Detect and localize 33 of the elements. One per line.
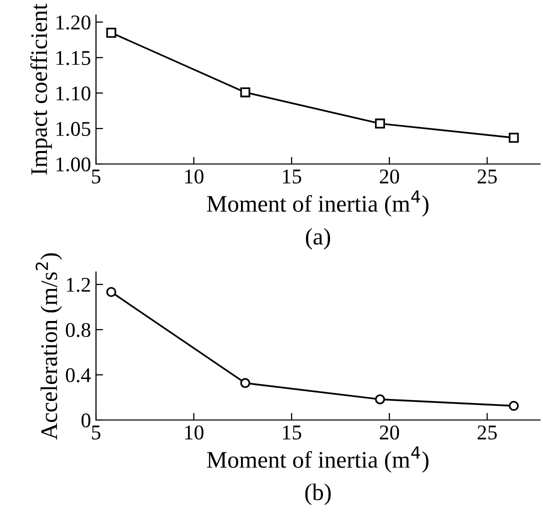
y-tick-label: 1.2 bbox=[66, 278, 90, 292]
point bbox=[375, 118, 386, 129]
point bbox=[240, 378, 250, 388]
x-tick-label: 10 bbox=[185, 169, 204, 184]
x-axis-title: Moment of inertia (m$^{4}$) bbox=[207, 446, 428, 473]
point bbox=[508, 400, 519, 411]
text: (b) bbox=[305, 484, 331, 506]
point bbox=[240, 87, 250, 98]
y-tick-label: 0 bbox=[82, 413, 90, 428]
text: (a) bbox=[306, 228, 330, 250]
x-tick-label: 10 bbox=[185, 425, 204, 440]
x-tick-label: 20 bbox=[380, 425, 400, 440]
x-tick-label: 25 bbox=[478, 170, 497, 184]
y-tick-label: 1.05 bbox=[56, 122, 90, 136]
point bbox=[106, 286, 116, 297]
y-tick-label: 1.20 bbox=[56, 15, 90, 30]
x-tick-label: 15 bbox=[283, 170, 302, 184]
x-tick-label: 20 bbox=[380, 169, 400, 184]
y-tick-label: 1.00 bbox=[56, 157, 90, 172]
y-tick-label: 0.4 bbox=[66, 368, 91, 382]
point bbox=[508, 132, 519, 143]
x-tick-label: 25 bbox=[478, 426, 497, 440]
x-tick-label: 5 bbox=[92, 426, 100, 440]
x-tick-label: 15 bbox=[283, 426, 302, 440]
x-axis-title: Moment of inertia (m$^{4}$) bbox=[207, 190, 428, 217]
y-tick-label: 1.10 bbox=[56, 86, 90, 101]
y-axis-title: Acceleration (m/s$^{2}$) bbox=[36, 253, 62, 440]
y-axis-title: Impact coefficient bbox=[30, 4, 52, 175]
point bbox=[375, 394, 386, 404]
point bbox=[106, 28, 116, 38]
y-tick-label: 1.15 bbox=[56, 51, 90, 66]
x-tick-label: 5 bbox=[92, 170, 100, 184]
y-tick-label: 0.8 bbox=[66, 322, 90, 338]
